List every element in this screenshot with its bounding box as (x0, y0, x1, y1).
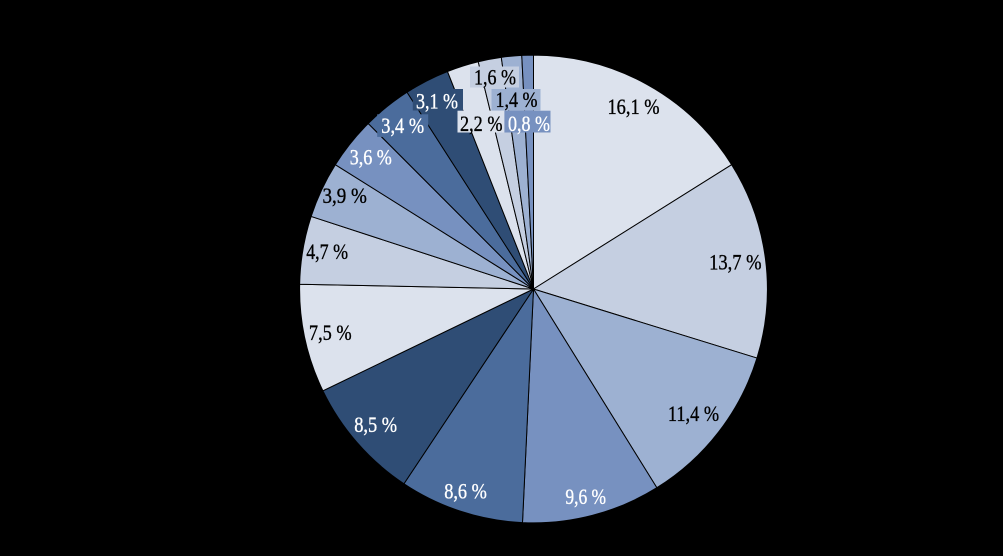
svg-text:2,2 %: 2,2 % (460, 111, 503, 136)
svg-text:8,5 %: 8,5 % (354, 412, 397, 437)
svg-text:13,7 %: 13,7 % (709, 250, 762, 275)
svg-text:4,7 %: 4,7 % (306, 239, 348, 264)
svg-text:11,4 %: 11,4 % (668, 401, 719, 426)
svg-text:1,6 %: 1,6 % (474, 65, 516, 90)
svg-text:7,5 %: 7,5 % (309, 320, 352, 345)
svg-text:1,4 %: 1,4 % (496, 87, 538, 112)
svg-text:3,6 %: 3,6 % (350, 145, 392, 170)
svg-text:3,9 %: 3,9 % (323, 183, 367, 208)
svg-text:9,6 %: 9,6 % (565, 484, 606, 509)
svg-text:3,1 %: 3,1 % (416, 89, 458, 114)
svg-text:3,4 %: 3,4 % (381, 113, 424, 138)
svg-text:0,8 %: 0,8 % (508, 111, 550, 136)
svg-text:8,6 %: 8,6 % (444, 478, 487, 503)
svg-text:16,1 %: 16,1 % (608, 94, 660, 119)
